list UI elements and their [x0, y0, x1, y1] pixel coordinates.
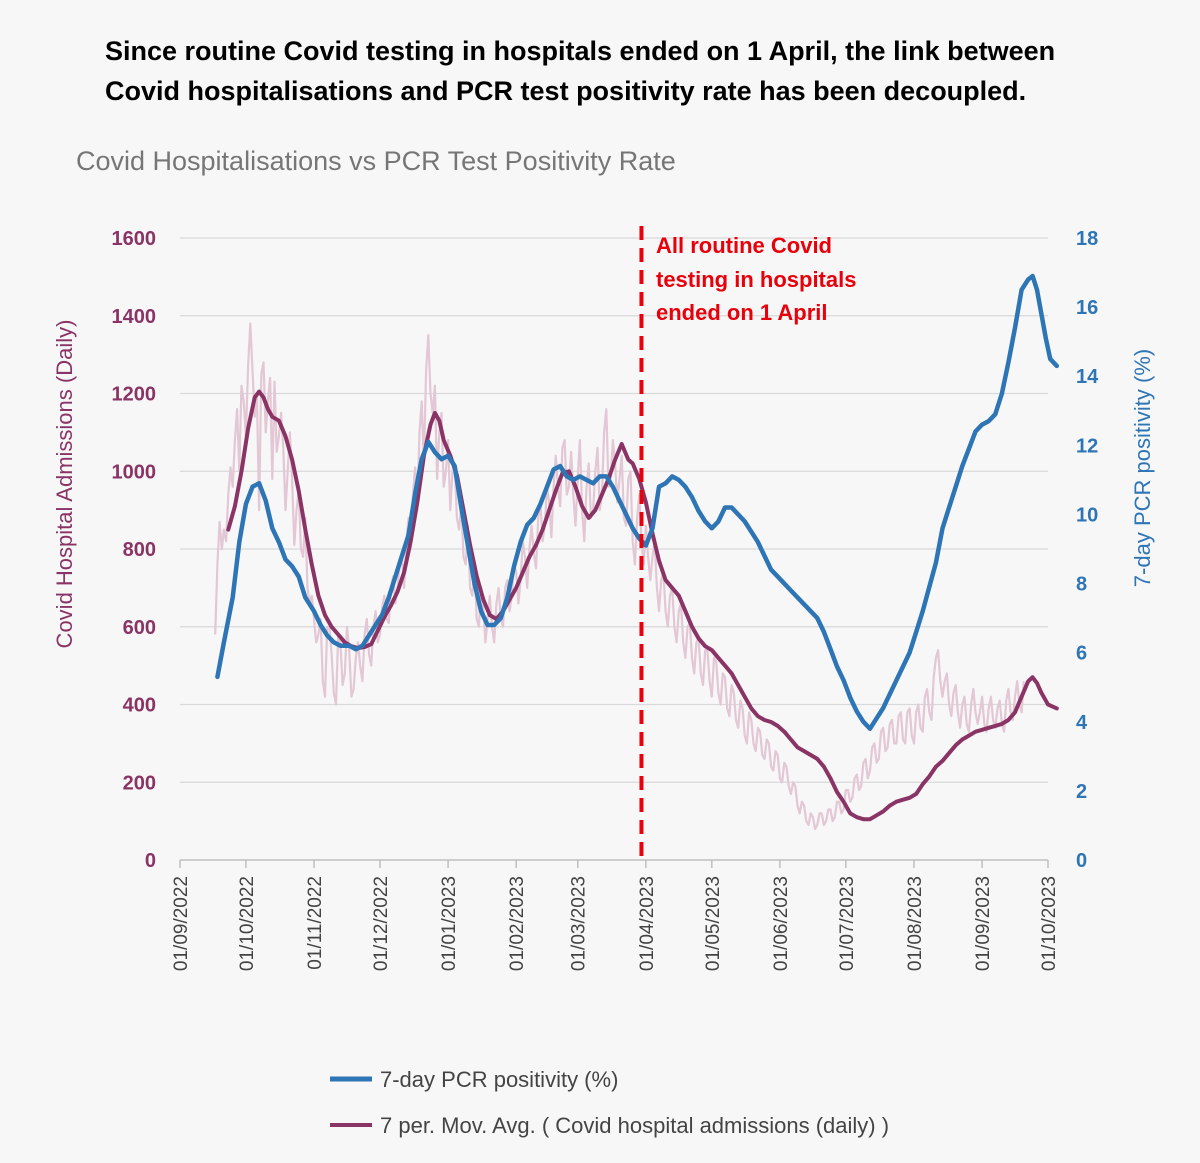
y-right-tick-label: 6: [1076, 643, 1087, 665]
y-right-tick-label: 8: [1076, 574, 1087, 596]
y-right-tick-label: 2: [1076, 781, 1087, 803]
y-left-tick-label: 1400: [112, 306, 157, 328]
x-tick-label: 01/12/2022: [371, 876, 392, 971]
x-tick-label: 01/11/2022: [305, 876, 326, 970]
x-tick-label: 01/04/2023: [637, 876, 658, 971]
x-tick-label: 01/10/2022: [237, 876, 258, 971]
series-raw-admissions-line: [214, 322, 1025, 830]
x-tick-label: 01/07/2023: [837, 876, 858, 971]
y-axis-left-label: Covid Hospital Admissions (Daily): [52, 320, 77, 649]
y-axis-right-label: 7-day PCR positivity (%): [1130, 349, 1155, 587]
y-right-tick-label: 18: [1076, 228, 1098, 250]
y-right-tick-label: 0: [1076, 850, 1087, 872]
y-axis-left: 0 200 400 600 800 1000 1200 1400 1600: [112, 228, 157, 872]
annotation-line-2: testing in hospitals: [656, 267, 856, 292]
legend-admissions-label: 7 per. Mov. Avg. ( Covid hospital admiss…: [380, 1113, 889, 1138]
annotation-line-1: All routine Covid: [656, 233, 832, 258]
y-right-tick-label: 10: [1076, 504, 1098, 526]
y-left-tick-label: 800: [123, 539, 156, 561]
chart-title: Covid Hospitalisations vs PCR Test Posit…: [76, 146, 676, 176]
annotation-line-3: ended on 1 April: [656, 300, 828, 325]
x-tick-label: 01/05/2023: [703, 876, 724, 971]
x-tick-label: 01/01/2023: [439, 876, 460, 971]
y-right-tick-label: 16: [1076, 297, 1098, 319]
x-tick-label: 01/09/2023: [973, 876, 994, 971]
y-right-tick-label: 14: [1076, 366, 1099, 388]
x-tick-label: 01/08/2023: [905, 876, 926, 971]
gridlines: [180, 237, 1048, 783]
x-axis: 01/09/2022 01/10/2022 01/11/2022 01/12/2022…: [171, 859, 1060, 971]
y-left-tick-label: 1200: [112, 384, 157, 406]
y-left-tick-label: 400: [123, 695, 156, 717]
legend: 7-day PCR positivity (%) 7 per. Mov. Avg…: [330, 1067, 889, 1138]
series-pcr-positivity-line: [215, 273, 1060, 731]
y-right-tick-label: 4: [1076, 712, 1088, 734]
headline-line-2: Covid hospitalisations and PCR test posi…: [105, 76, 1026, 106]
x-tick-label: 01/06/2023: [771, 876, 792, 971]
x-tick-label: 01/10/2023: [1039, 876, 1060, 971]
y-left-tick-label: 1000: [112, 461, 157, 483]
y-axis-right: 0 2 4 6 8 10 12 14 16 18: [1076, 228, 1099, 872]
x-tick-label: 01/03/2023: [569, 876, 590, 971]
x-tick-label: 01/02/2023: [507, 876, 528, 971]
y-left-tick-label: 1600: [112, 228, 157, 250]
y-left-tick-label: 200: [123, 772, 156, 794]
y-right-tick-label: 12: [1076, 435, 1098, 457]
legend-pcr-label: 7-day PCR positivity (%): [380, 1067, 618, 1092]
x-tick-label: 01/09/2022: [171, 876, 192, 971]
y-left-tick-label: 0: [145, 850, 156, 872]
headline-line-1: Since routine Covid testing in hospitals…: [105, 36, 1055, 66]
y-left-tick-label: 600: [123, 617, 156, 639]
